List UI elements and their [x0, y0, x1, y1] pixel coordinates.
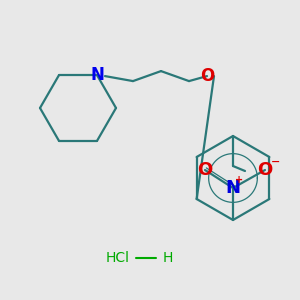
- Text: O: O: [200, 67, 214, 85]
- Text: +: +: [235, 175, 243, 185]
- Text: N: N: [226, 179, 241, 197]
- Text: −: −: [271, 157, 281, 167]
- Text: H: H: [163, 251, 173, 265]
- Text: N: N: [90, 66, 104, 84]
- Text: O: O: [197, 161, 213, 179]
- Text: O: O: [257, 161, 273, 179]
- Text: HCl: HCl: [106, 251, 130, 265]
